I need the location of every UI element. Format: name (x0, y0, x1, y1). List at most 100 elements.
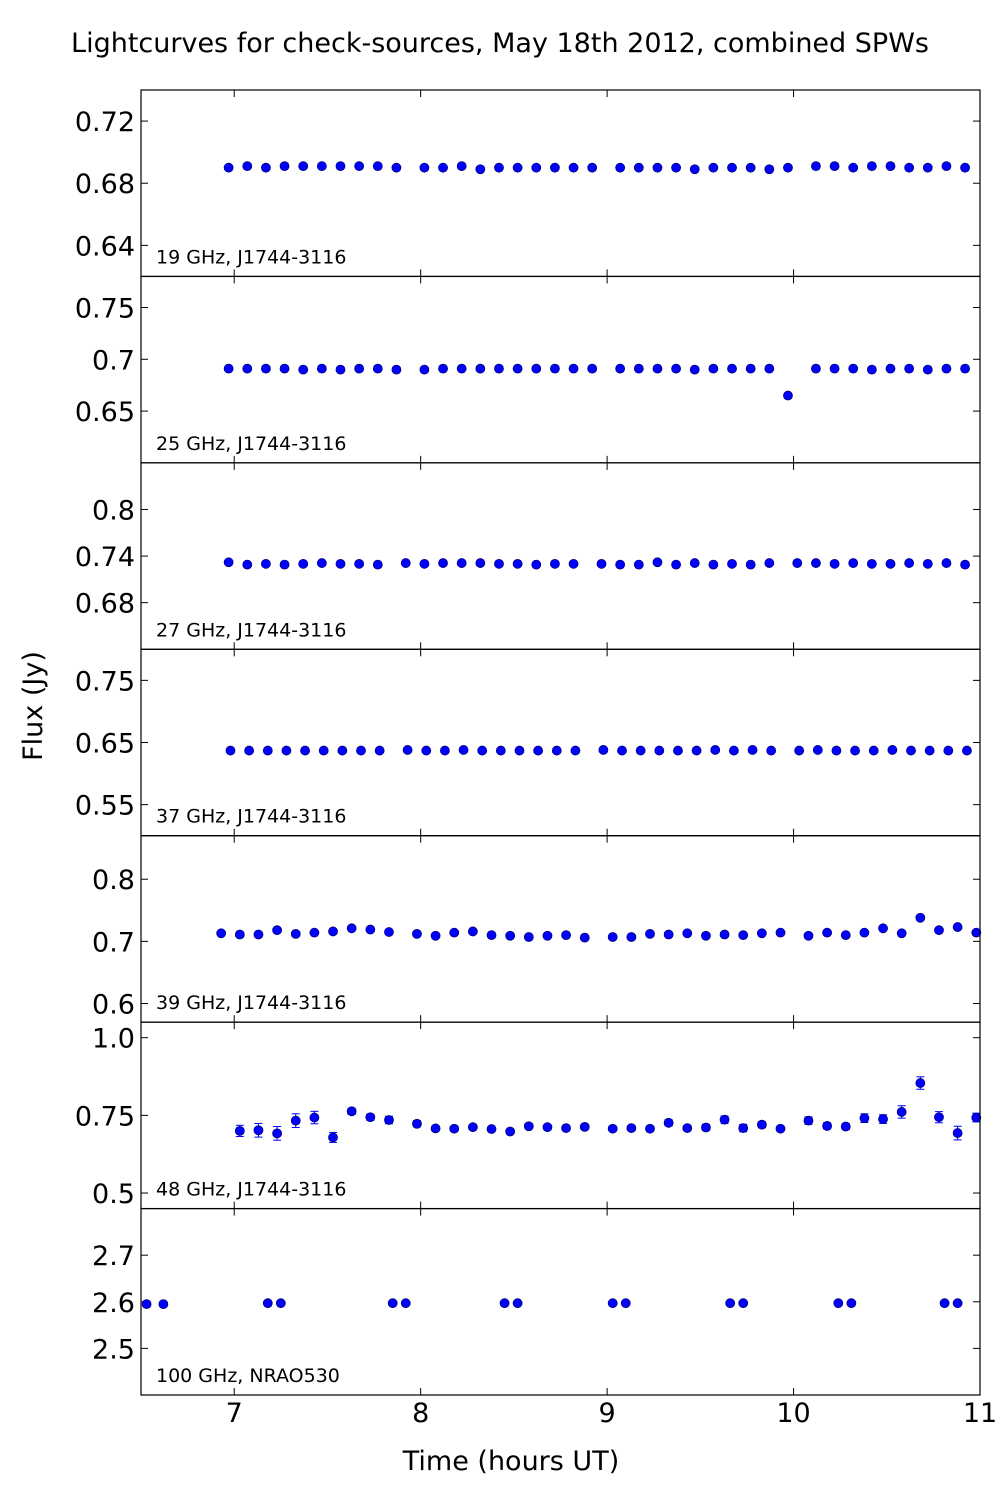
data-point (400, 558, 411, 568)
panel-label: 100 GHz, NRAO530 (156, 1365, 340, 1387)
data-point (440, 745, 450, 756)
data-point (275, 1298, 286, 1309)
panel-4: 0.55 0.65 0.75 37 GHz, J1744-3116 (75, 648, 981, 837)
y-tick-label: 0.65 (75, 397, 135, 428)
data-point (456, 363, 467, 374)
data-point (316, 363, 327, 374)
y-tick-label: 2.5 (92, 1334, 135, 1365)
data-point (550, 558, 560, 569)
data-point (514, 745, 525, 756)
data-point (885, 363, 896, 374)
y-tick-label: 0.72 (75, 107, 135, 138)
data-point (812, 745, 823, 755)
data-point (719, 1114, 730, 1125)
data-point (412, 929, 422, 939)
data-point (738, 1298, 749, 1309)
panel-3: 0.68 0.74 0.8 27 GHz, J1744-3116 (75, 462, 981, 650)
data-point (727, 558, 737, 569)
data-point (775, 927, 786, 938)
data-point (652, 162, 663, 173)
y-tick-label: 0.74 (75, 542, 135, 573)
panel-7: 2.5 2.6 2.7 100 GHz, NRAO530 (92, 1207, 981, 1396)
data-point (607, 932, 618, 942)
data-point (671, 559, 681, 570)
y-tick-label: 0.6 (92, 990, 135, 1021)
data-point (866, 558, 877, 569)
data-point (906, 745, 916, 756)
data-point (764, 558, 775, 568)
data-point (904, 363, 915, 374)
data-point (960, 363, 970, 374)
data-point (689, 364, 700, 375)
y-tick-label: 0.5 (92, 1179, 135, 1210)
data-point (365, 1112, 376, 1123)
panel-label: 25 GHz, J1744-3116 (156, 433, 346, 455)
data-point (960, 162, 970, 173)
x-tick-label: 9 (599, 1398, 616, 1429)
data-point (663, 929, 674, 940)
panel-2: 0.65 0.7 0.75 25 GHz, J1744-3116 (75, 275, 981, 464)
panel-label: 27 GHz, J1744-3116 (156, 619, 346, 641)
data-point (467, 926, 478, 937)
data-point (654, 745, 665, 756)
data-point (421, 745, 432, 756)
data-point (335, 364, 346, 375)
y-tick-label: 0.8 (92, 495, 135, 526)
data-point (701, 1122, 711, 1133)
data-point (645, 929, 655, 939)
panel-frame (140, 1207, 981, 1396)
data-point (223, 162, 234, 173)
data-point (615, 162, 626, 173)
y-tick-label: 0.75 (75, 294, 135, 325)
data-point (939, 1298, 950, 1309)
data-point (494, 162, 504, 173)
data-point (587, 363, 598, 374)
data-point (244, 745, 255, 756)
data-point (822, 1121, 833, 1131)
data-point (419, 558, 430, 569)
data-point (708, 162, 719, 173)
data-point (261, 558, 271, 569)
data-point (335, 161, 346, 172)
data-point (811, 558, 821, 568)
data-point (607, 1123, 618, 1134)
data-point (225, 745, 236, 756)
data-point (633, 162, 644, 173)
data-point (728, 745, 739, 756)
data-point (374, 745, 385, 756)
data-point (934, 925, 944, 936)
data-point (337, 745, 348, 756)
y-tick-label: 1.0 (92, 1024, 135, 1055)
data-point (708, 559, 719, 570)
x-tick-label: 8 (412, 1398, 429, 1429)
data-point (531, 363, 542, 374)
data-point (475, 164, 486, 175)
data-point (512, 162, 523, 173)
data-point (449, 1123, 460, 1134)
data-point (885, 558, 896, 569)
data-point (878, 923, 888, 934)
data-point (922, 558, 933, 569)
data-point (915, 912, 926, 923)
data-point (272, 1128, 283, 1139)
data-point (708, 363, 719, 374)
data-point (242, 363, 253, 374)
data-point (783, 390, 793, 401)
data-point (689, 558, 700, 568)
data-point (419, 162, 430, 173)
data-point (499, 1298, 510, 1309)
data-point (579, 932, 590, 943)
data-point (924, 745, 935, 756)
data-point (281, 745, 292, 756)
data-point (261, 162, 271, 173)
data-point (896, 1107, 907, 1117)
data-point (960, 559, 970, 570)
data-point (346, 1106, 357, 1117)
data-point (449, 927, 460, 938)
data-point (829, 161, 840, 172)
data-point (391, 364, 402, 375)
data-point (298, 558, 309, 569)
y-tick-label: 0.68 (75, 169, 135, 200)
data-point (971, 1112, 982, 1123)
